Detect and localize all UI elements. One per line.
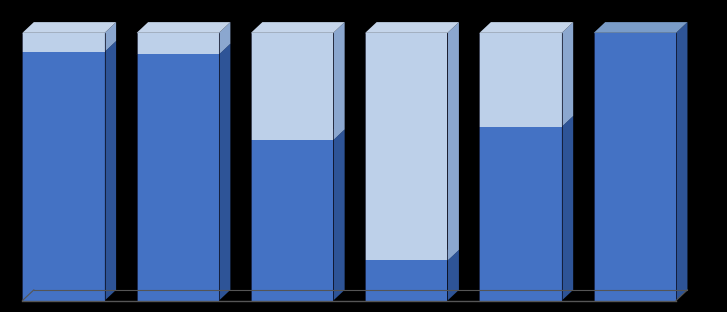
Polygon shape xyxy=(23,22,116,33)
Polygon shape xyxy=(365,250,459,261)
Polygon shape xyxy=(219,22,230,54)
Polygon shape xyxy=(23,33,105,51)
Polygon shape xyxy=(333,22,345,140)
Polygon shape xyxy=(251,33,333,140)
Polygon shape xyxy=(448,250,459,300)
Polygon shape xyxy=(480,127,562,300)
Polygon shape xyxy=(137,22,230,33)
Polygon shape xyxy=(480,116,573,127)
Polygon shape xyxy=(676,22,688,300)
Polygon shape xyxy=(105,41,116,300)
Polygon shape xyxy=(219,44,230,300)
Polygon shape xyxy=(137,44,230,54)
Polygon shape xyxy=(480,33,562,127)
Polygon shape xyxy=(365,22,459,33)
Polygon shape xyxy=(365,33,448,261)
Polygon shape xyxy=(594,33,676,300)
Polygon shape xyxy=(480,22,573,33)
Polygon shape xyxy=(251,140,333,300)
Polygon shape xyxy=(251,129,345,140)
Polygon shape xyxy=(23,41,116,51)
Polygon shape xyxy=(365,261,448,300)
Polygon shape xyxy=(333,129,345,300)
Polygon shape xyxy=(448,22,459,261)
Polygon shape xyxy=(594,22,688,33)
Polygon shape xyxy=(562,116,573,300)
Polygon shape xyxy=(251,22,345,33)
Polygon shape xyxy=(137,54,219,300)
Polygon shape xyxy=(105,22,116,51)
Polygon shape xyxy=(23,51,105,300)
Polygon shape xyxy=(137,33,219,54)
Polygon shape xyxy=(562,22,573,127)
